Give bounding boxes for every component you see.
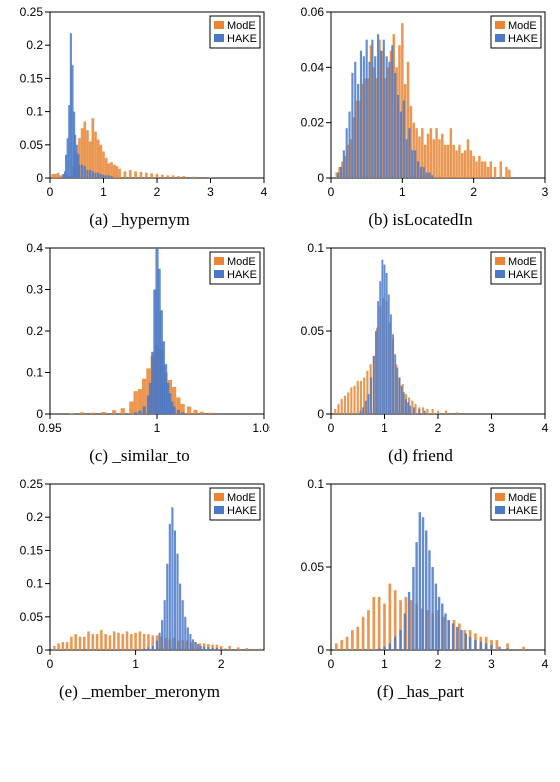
- svg-text:0.15: 0.15: [19, 71, 43, 85]
- chart-a: 0 1 2 3 4 0 0.05 0.1 0.15 0.2 0.25 ModEHAKE: [10, 6, 270, 206]
- svg-text:3: 3: [488, 657, 495, 671]
- svg-text:4: 4: [541, 421, 548, 435]
- chart-e: 0 1 2 0 0.05 0.1 0.15 0.2 0.25 ModEHAKE: [10, 478, 270, 678]
- svg-text:HAKE: HAKE: [227, 33, 257, 45]
- panel-d: 0 1 2 3 4 0 0.05 0.1 ModEHAKE (d) friend: [285, 242, 556, 466]
- svg-text:0.05: 0.05: [19, 610, 43, 624]
- legend: ModEHAKE: [210, 16, 260, 48]
- chart-c: 0.95 1 1.05 0 0.1 0.2 0.3 0.4 ModEHAKE: [10, 242, 270, 442]
- svg-text:1: 1: [132, 657, 139, 671]
- chart-d: 0 1 2 3 4 0 0.05 0.1 ModEHAKE: [291, 242, 551, 442]
- svg-text:HAKE: HAKE: [508, 269, 538, 281]
- svg-text:0.1: 0.1: [307, 242, 324, 255]
- svg-text:0.06: 0.06: [300, 6, 324, 19]
- panel-e: 0 1 2 0 0.05 0.1 0.15 0.2 0.25 ModEHAKE (e) _membe…: [4, 478, 275, 702]
- svg-text:ModE: ModE: [508, 256, 537, 268]
- figure-grid: 0123400.050.10.150.20.25ModEHAKE(a) _hyp…: [0, 0, 560, 708]
- svg-text:0.05: 0.05: [19, 138, 43, 152]
- panel-a: 0 1 2 3 4 0 0.05 0.1 0.15 0.2 0.25 ModEHAKE (a) _hyp…: [4, 6, 275, 230]
- svg-text:ModE: ModE: [508, 492, 537, 504]
- svg-text:HAKE: HAKE: [508, 33, 538, 45]
- svg-text:0.95: 0.95: [38, 421, 62, 435]
- svg-text:1.05: 1.05: [252, 421, 270, 435]
- caption-a: (a) _hypernym: [89, 210, 190, 230]
- svg-text:3: 3: [207, 185, 214, 199]
- svg-text:2: 2: [470, 185, 477, 199]
- svg-text:0: 0: [317, 407, 324, 421]
- svg-text:0.02: 0.02: [300, 116, 324, 130]
- legend: ModEHAKE: [491, 252, 541, 284]
- svg-text:1: 1: [381, 421, 388, 435]
- plot-wrap-c: 0.95 1 1.05 0 0.1 0.2 0.3 0.4 ModEHAKE: [10, 242, 270, 442]
- svg-text:ModE: ModE: [227, 20, 256, 32]
- panel-c: 0.95 1 1.05 0 0.1 0.2 0.3 0.4 ModEHAKE (c) _simil…: [4, 242, 275, 466]
- legend: ModEHAKE: [210, 252, 260, 284]
- svg-text:ModE: ModE: [227, 256, 256, 268]
- legend: ModEHAKE: [491, 16, 541, 48]
- svg-text:0.1: 0.1: [26, 577, 43, 591]
- svg-text:4: 4: [260, 185, 267, 199]
- svg-text:0.2: 0.2: [26, 324, 43, 338]
- panel-b: 0 1 2 3 0 0.02 0.04 0.06 ModEHAKE (b) isLocatedIn: [285, 6, 556, 230]
- svg-text:0.1: 0.1: [26, 105, 43, 119]
- svg-text:0.15: 0.15: [19, 543, 43, 557]
- svg-text:1: 1: [381, 657, 388, 671]
- svg-text:0.25: 0.25: [19, 478, 43, 491]
- svg-text:0: 0: [36, 171, 43, 185]
- svg-text:ModE: ModE: [508, 20, 537, 32]
- svg-text:0.4: 0.4: [26, 242, 43, 255]
- svg-text:0: 0: [327, 421, 334, 435]
- plot-wrap-d: 0 1 2 3 4 0 0.05 0.1 ModEHAKE: [291, 242, 551, 442]
- svg-text:0: 0: [36, 643, 43, 657]
- svg-text:2: 2: [153, 185, 160, 199]
- svg-text:1: 1: [398, 185, 405, 199]
- svg-text:0.3: 0.3: [26, 283, 43, 297]
- svg-text:0.1: 0.1: [307, 478, 324, 491]
- svg-text:3: 3: [488, 421, 495, 435]
- svg-text:0: 0: [36, 407, 43, 421]
- svg-text:0.04: 0.04: [300, 60, 324, 74]
- plot-wrap-a: 0 1 2 3 4 0 0.05 0.1 0.15 0.2 0.25 ModEHAKE: [10, 6, 270, 206]
- svg-text:0.2: 0.2: [26, 38, 43, 52]
- svg-text:1: 1: [153, 421, 160, 435]
- svg-text:HAKE: HAKE: [508, 505, 538, 517]
- svg-text:2: 2: [217, 657, 224, 671]
- caption-f: (f) _has_part: [377, 682, 464, 702]
- svg-text:0: 0: [327, 657, 334, 671]
- svg-text:0.2: 0.2: [26, 510, 43, 524]
- svg-text:0: 0: [317, 643, 324, 657]
- svg-text:0: 0: [327, 185, 334, 199]
- svg-text:2: 2: [434, 657, 441, 671]
- svg-text:HAKE: HAKE: [227, 269, 257, 281]
- caption-d: (d) friend: [388, 446, 453, 466]
- chart-f: 0 1 2 3 4 0 0.05 0.1 ModEHAKE: [291, 478, 551, 678]
- plot-wrap-b: 0 1 2 3 0 0.02 0.04 0.06 ModEHAKE: [291, 6, 551, 206]
- plot-wrap-f: 0 1 2 3 4 0 0.05 0.1 ModEHAKE: [291, 478, 551, 678]
- svg-text:0: 0: [46, 185, 53, 199]
- svg-text:HAKE: HAKE: [227, 505, 257, 517]
- legend: ModEHAKE: [491, 488, 541, 520]
- caption-b: (b) isLocatedIn: [368, 210, 472, 230]
- legend: ModEHAKE: [210, 488, 260, 520]
- caption-c: (c) _similar_to: [89, 446, 190, 466]
- plot-wrap-e: 0 1 2 0 0.05 0.1 0.15 0.2 0.25 ModEHAKE: [10, 478, 270, 678]
- panel-f: 0 1 2 3 4 0 0.05 0.1 ModEHAKE (f) _has_part: [285, 478, 556, 702]
- svg-text:3: 3: [541, 185, 548, 199]
- svg-text:0: 0: [46, 657, 53, 671]
- svg-text:2: 2: [434, 421, 441, 435]
- svg-text:0.1: 0.1: [26, 366, 43, 380]
- svg-text:0.05: 0.05: [300, 324, 324, 338]
- svg-text:0.05: 0.05: [300, 560, 324, 574]
- svg-text:ModE: ModE: [227, 492, 256, 504]
- chart-b: 0 1 2 3 0 0.02 0.04 0.06 ModEHAKE: [291, 6, 551, 206]
- svg-text:4: 4: [541, 657, 548, 671]
- svg-text:0: 0: [317, 171, 324, 185]
- svg-text:1: 1: [100, 185, 107, 199]
- caption-e: (e) _member_meronym: [59, 682, 220, 702]
- svg-text:0.25: 0.25: [19, 6, 43, 19]
